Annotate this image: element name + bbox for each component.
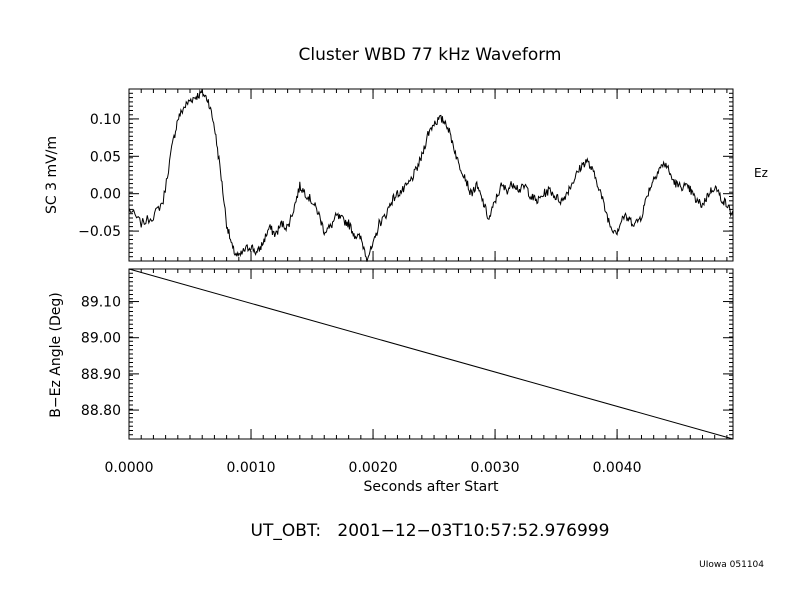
x-tick-label: 0.0030	[471, 460, 520, 476]
angle-y-axis-label: B−Ez Angle (Deg)	[48, 292, 64, 417]
series-label-ez: Ez	[754, 166, 768, 180]
angle-y-tick-label: 89.00	[81, 331, 121, 347]
x-tick-label: 0.0020	[349, 460, 398, 476]
x-axis-label: Seconds after Start	[363, 479, 499, 495]
x-tick-label: 0.0040	[593, 460, 642, 476]
chart-title: Cluster WBD 77 kHz Waveform	[299, 45, 562, 65]
angle-x-ticks: 0.0000 0.0010 0.0020 0.0030 0.0040	[105, 89, 642, 476]
x-tick-label: 0.0010	[227, 460, 276, 476]
waveform-panel: 0.10 0.05 0.00 −0.05 SC 3 mV/m Ez	[44, 88, 768, 262]
waveform-y-tick-label: 0.05	[90, 149, 121, 165]
waveform-y-ticks: 0.10 0.05 0.00 −0.05	[78, 112, 733, 240]
credit-label: UIowa 051104	[699, 560, 764, 570]
waveform-minor-ticks	[128, 88, 733, 262]
x-tick-label: 0.0000	[105, 460, 154, 476]
angle-y-tick-label: 89.10	[81, 295, 121, 311]
angle-y-ticks: 89.10 89.00 88.90 88.80	[81, 295, 733, 419]
ez-waveform-line	[128, 88, 734, 262]
waveform-y-tick-label: 0.10	[90, 112, 121, 128]
waveform-y-tick-label: −0.05	[78, 224, 121, 240]
angle-y-tick-label: 88.90	[81, 367, 121, 383]
waveform-y-axis-label: SC 3 mV/m	[44, 136, 60, 214]
waveform-plot-frame	[128, 88, 734, 262]
waveform-y-tick-label: 0.00	[90, 187, 121, 203]
angle-y-tick-label: 88.80	[81, 403, 121, 419]
b-ez-angle-line	[128, 268, 734, 440]
ut-obt-timestamp: UT_OBT: 2001−12−03T10:57:52.976999	[251, 521, 610, 541]
